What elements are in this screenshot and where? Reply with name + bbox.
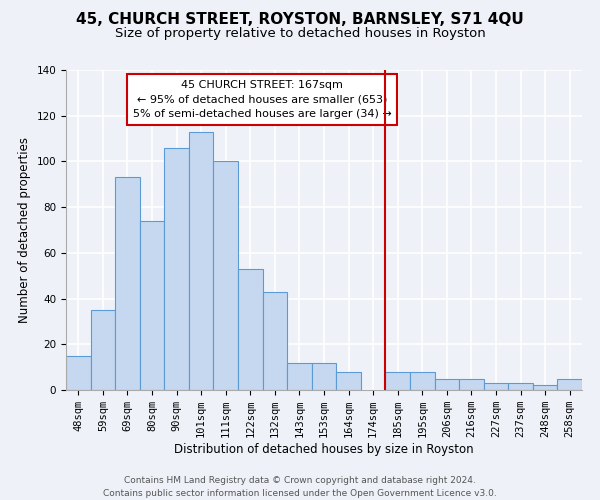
Bar: [459, 378, 484, 390]
Bar: [385, 372, 410, 390]
Bar: [214, 162, 238, 390]
Bar: [115, 178, 140, 390]
Y-axis label: Number of detached properties: Number of detached properties: [18, 137, 31, 323]
Bar: [434, 378, 459, 390]
Bar: [238, 269, 263, 390]
Bar: [557, 378, 582, 390]
Bar: [533, 386, 557, 390]
Text: 45 CHURCH STREET: 167sqm
← 95% of detached houses are smaller (653)
5% of semi-d: 45 CHURCH STREET: 167sqm ← 95% of detach…: [133, 80, 391, 119]
Bar: [91, 310, 115, 390]
Bar: [66, 356, 91, 390]
Bar: [410, 372, 434, 390]
Text: Contains HM Land Registry data © Crown copyright and database right 2024.
Contai: Contains HM Land Registry data © Crown c…: [103, 476, 497, 498]
Bar: [312, 362, 336, 390]
X-axis label: Distribution of detached houses by size in Royston: Distribution of detached houses by size …: [174, 443, 474, 456]
Bar: [189, 132, 214, 390]
Bar: [287, 362, 312, 390]
Text: Size of property relative to detached houses in Royston: Size of property relative to detached ho…: [115, 28, 485, 40]
Bar: [140, 221, 164, 390]
Bar: [336, 372, 361, 390]
Bar: [164, 148, 189, 390]
Text: 45, CHURCH STREET, ROYSTON, BARNSLEY, S71 4QU: 45, CHURCH STREET, ROYSTON, BARNSLEY, S7…: [76, 12, 524, 28]
Bar: [508, 383, 533, 390]
Bar: [263, 292, 287, 390]
Bar: [484, 383, 508, 390]
